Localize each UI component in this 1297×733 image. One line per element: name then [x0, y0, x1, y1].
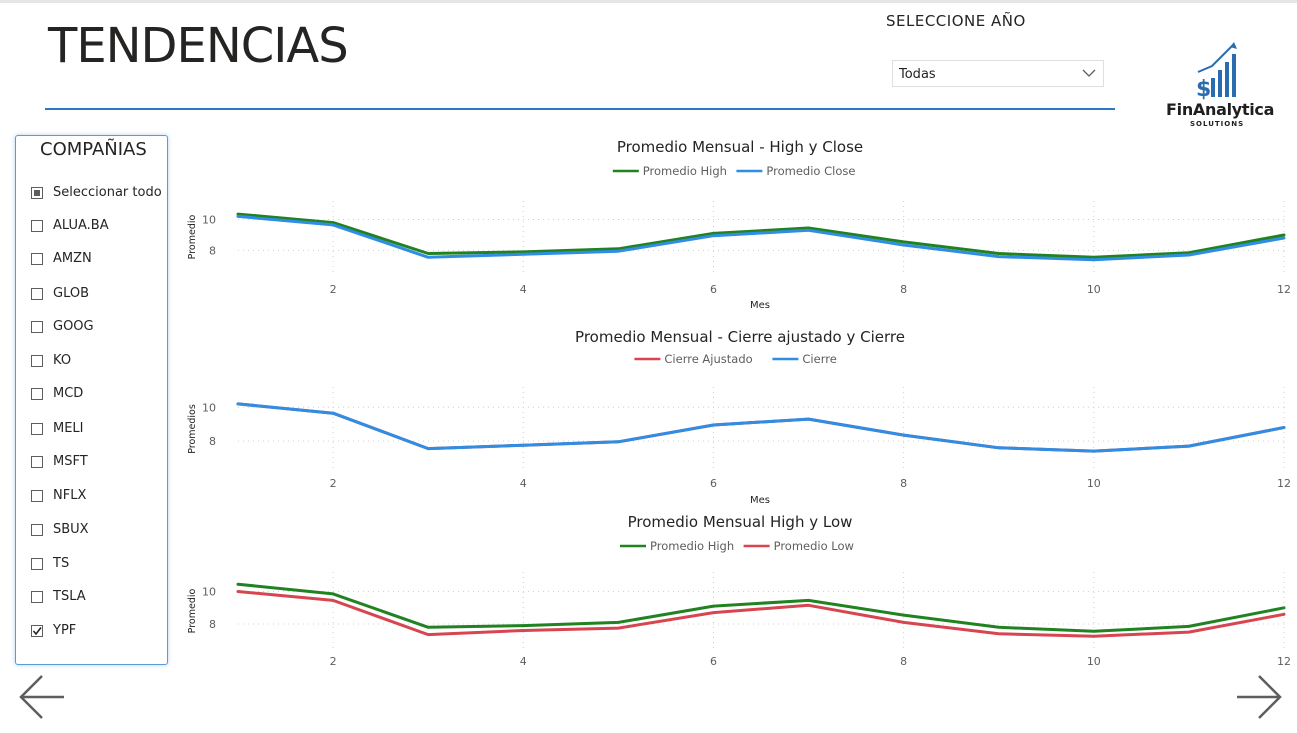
x-tick-label: 8 [900, 655, 907, 668]
x-tick-label: 6 [710, 655, 717, 668]
x-tick-label: 10 [1087, 477, 1101, 490]
line-chart-3: Promedio Mensual High y Low Promedio High… [187, 513, 1291, 668]
company-slicer-title: COMPAÑIAS [40, 139, 147, 160]
series-line [236, 590, 1286, 638]
page-title: TENDENCIAS [48, 18, 349, 74]
company-label: AMZN [53, 251, 92, 266]
checkbox[interactable] [31, 355, 43, 367]
legend-label: Cierre [802, 352, 836, 366]
title-divider [45, 108, 1115, 110]
series-line [236, 402, 1286, 453]
legend-label: Promedio Low [774, 539, 854, 553]
checkbox[interactable] [31, 524, 43, 536]
checkbox[interactable] [31, 220, 43, 232]
y-tick-label: 8 [209, 618, 216, 631]
company-label: YPF [53, 623, 77, 638]
checkbox[interactable] [31, 321, 43, 333]
checkbox[interactable] [31, 288, 43, 300]
y-axis-title: Promedio [187, 214, 198, 259]
company-label: TSLA [53, 589, 86, 604]
legend-label: Promedio High [643, 164, 727, 178]
logo-name: FinAnalytica [1166, 100, 1275, 119]
company-label: SBUX [53, 522, 89, 537]
svg-text:$: $ [1196, 77, 1211, 100]
x-tick-label: 6 [710, 477, 717, 490]
checkbox[interactable] [31, 423, 43, 435]
legend-label: Cierre Ajustado [664, 352, 752, 366]
x-axis-title: Mes [750, 300, 770, 311]
checkbox[interactable] [31, 591, 43, 603]
series-line [236, 582, 1286, 633]
x-tick-label: 12 [1277, 477, 1291, 490]
logo-subtitle: SOLUTIONS [1190, 120, 1245, 128]
legend-label: Promedio Close [766, 164, 855, 178]
chart-title: Promedio Mensual High y Low [628, 513, 853, 531]
series-line [236, 214, 1286, 262]
year-dropdown[interactable]: Todas [892, 60, 1104, 87]
year-dropdown-value: Todas [899, 67, 936, 82]
checkbox[interactable] [31, 456, 43, 468]
company-label: MSFT [53, 454, 88, 469]
x-tick-label: 4 [520, 477, 527, 490]
chart-legend: Promedio High Promedio Low [620, 539, 854, 553]
y-axis-title: Promedios [187, 404, 198, 454]
checkbox[interactable] [31, 388, 43, 400]
y-tick-label: 8 [209, 435, 216, 448]
series-line [236, 212, 1286, 259]
line-chart-2: Promedio Mensual - Cierre ajustado y Cie… [187, 328, 1291, 506]
x-tick-label: 10 [1087, 655, 1101, 668]
y-tick-label: 8 [209, 244, 216, 257]
top-border [0, 0, 1297, 3]
year-filter-label: SELECCIONE AÑO [886, 12, 1026, 30]
y-tick-label: 10 [202, 401, 216, 414]
series-line [236, 402, 1286, 453]
checkbox[interactable] [31, 490, 43, 502]
company-label: MCD [53, 386, 84, 401]
x-tick-label: 12 [1277, 655, 1291, 668]
x-tick-label: 10 [1087, 283, 1101, 296]
legend-label: Promedio High [650, 539, 734, 553]
chevron-down-icon[interactable] [1081, 65, 1097, 85]
x-tick-label: 2 [330, 655, 337, 668]
x-tick-label: 12 [1277, 283, 1291, 296]
x-tick-label: 2 [330, 283, 337, 296]
checkbox[interactable] [31, 558, 43, 570]
x-tick-label: 4 [520, 655, 527, 668]
company-slicer: COMPAÑIAS Seleccionar todo ALUA.BA AMZN GLO… [15, 135, 168, 665]
x-tick-label: 8 [900, 283, 907, 296]
company-label: NFLX [53, 488, 87, 503]
x-axis-title: Mes [750, 495, 770, 506]
company-label: TS [53, 556, 70, 571]
company-logo: $ FinAnalytica SOLUTIONS [1158, 38, 1278, 133]
checkbox[interactable] [31, 187, 43, 199]
x-tick-label: 8 [900, 477, 907, 490]
y-tick-label: 10 [202, 586, 216, 599]
y-axis-title: Promedio [187, 588, 198, 633]
company-label: GLOB [53, 286, 90, 301]
y-tick-label: 10 [202, 214, 216, 227]
chart-title: Promedio Mensual - High y Close [617, 138, 863, 156]
arrow-left-icon[interactable] [18, 674, 66, 724]
company-label: Seleccionar todo [53, 185, 162, 200]
company-label: ALUA.BA [53, 218, 109, 233]
x-tick-label: 6 [710, 283, 717, 296]
line-chart-1: Promedio Mensual - High y Close Promedio … [187, 138, 1291, 311]
chart-title: Promedio Mensual - Cierre ajustado y Cie… [575, 328, 905, 346]
arrow-right-icon[interactable] [1235, 674, 1283, 724]
x-tick-label: 4 [520, 283, 527, 296]
x-tick-label: 2 [330, 477, 337, 490]
company-label: GOOG [53, 319, 94, 334]
chart-legend: Promedio High Promedio Close [612, 164, 855, 178]
checkbox[interactable] [31, 625, 43, 637]
chart-legend: Cierre Ajustado Cierre [634, 352, 837, 366]
company-label: MELI [53, 421, 84, 436]
company-label: KO [53, 353, 72, 368]
growth-chart-icon: $ [1194, 42, 1240, 104]
checkbox[interactable] [31, 253, 43, 265]
